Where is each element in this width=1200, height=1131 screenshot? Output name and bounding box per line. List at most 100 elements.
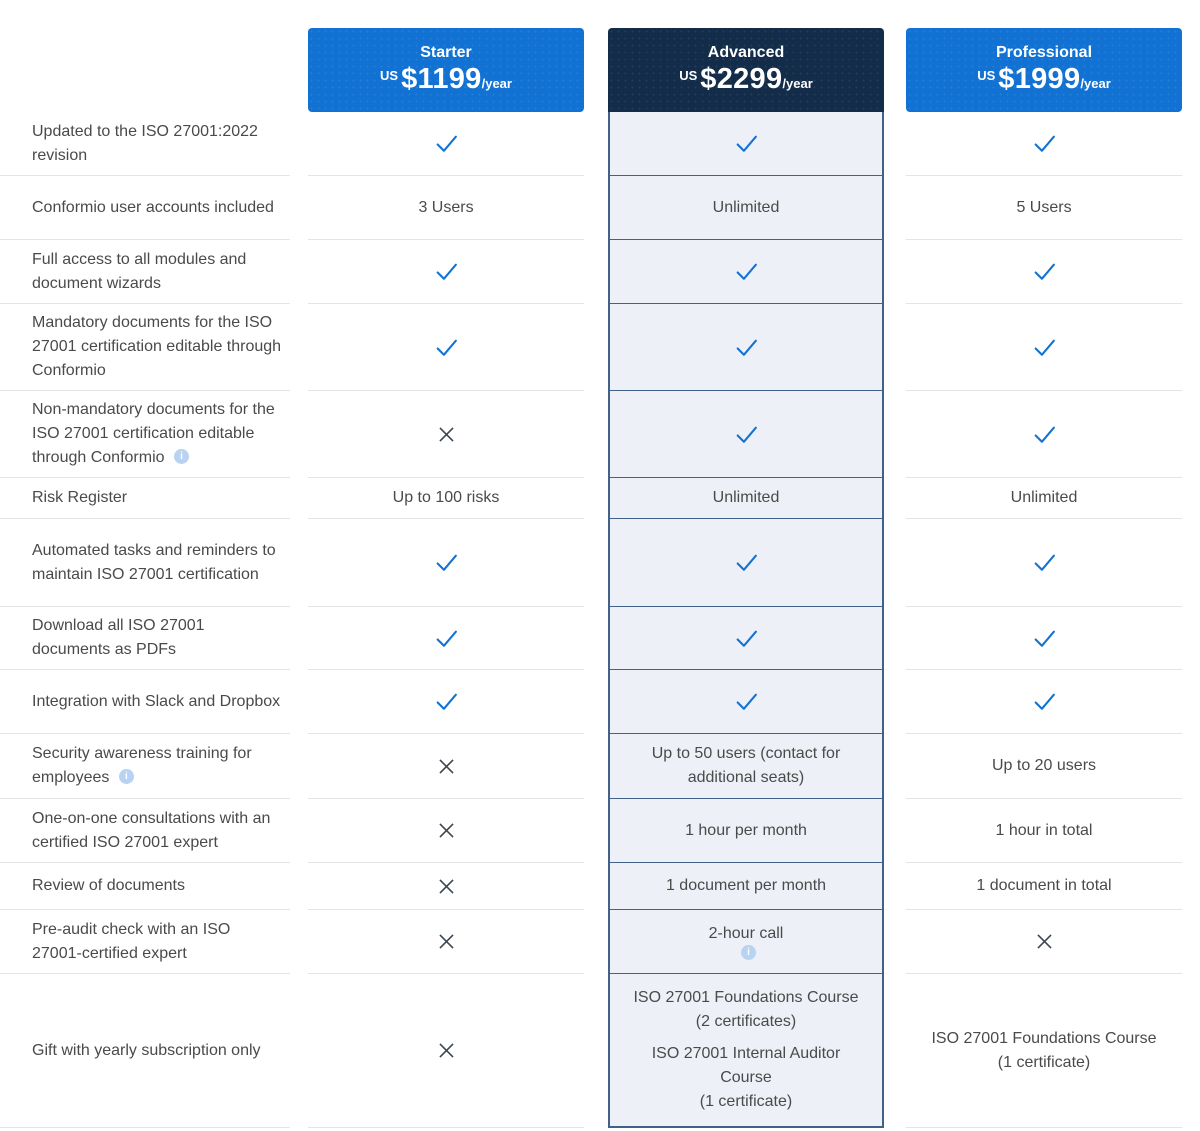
plan-cell-professional [906, 304, 1182, 391]
cross-icon [438, 934, 454, 949]
price-period: /year [1080, 76, 1111, 91]
check-icon [436, 630, 457, 647]
plan-cell-professional: Up to 20 users [906, 734, 1182, 799]
currency-prefix: US [679, 68, 698, 83]
feature-row: Security awareness training for employee… [0, 734, 1200, 799]
cell-value: 1 document per month [665, 877, 827, 894]
price-amount: $2299 [700, 63, 783, 95]
plan-cell-professional [906, 391, 1182, 478]
plan-cell-advanced: 1 hour per month [608, 799, 884, 863]
feature-row: Full access to all modules and document … [0, 240, 1200, 304]
plan-cell-starter: 3 Users [308, 176, 584, 240]
feature-row: Conformio user accounts included 3 Users U… [0, 176, 1200, 240]
check-icon [436, 339, 457, 356]
plan-cell-professional: 1 document in total [906, 863, 1182, 910]
feature-label: Review of documents [0, 863, 290, 910]
cell-value: 1 document in total [976, 877, 1112, 894]
feature-row: Mandatory documents for the ISO 27001 ce… [0, 304, 1200, 391]
plan-name: Starter [420, 44, 472, 61]
plan-cell-professional: 1 hour in total [906, 799, 1182, 863]
check-icon [436, 554, 457, 571]
plan-price: US $2299 /year [679, 63, 813, 96]
check-icon [736, 693, 757, 710]
plan-cell-advanced: 2-hour call i [608, 910, 884, 974]
plan-cell-professional: ISO 27001 Foundations Course (1 certific… [906, 974, 1182, 1128]
plan-cell-starter [308, 519, 584, 607]
cell-value: 5 Users [1016, 198, 1072, 216]
feature-row: Updated to the ISO 27001:2022 revision [0, 112, 1200, 176]
feature-row: Automated tasks and reminders to maintai… [0, 519, 1200, 607]
plan-cell-starter [308, 910, 584, 974]
cell-value: Unlimited [712, 489, 780, 506]
cross-icon [438, 878, 454, 894]
plan-cell-professional [906, 240, 1182, 304]
feature-label: Download all ISO 27001 documents as PDFs [0, 607, 290, 670]
plan-cell-advanced [608, 607, 884, 670]
plan-header-starter: Starter US $1199 /year [308, 28, 584, 112]
check-icon [1034, 426, 1055, 443]
plan-name: Advanced [707, 44, 785, 61]
feature-row: One-on-one consultations with an certifi… [0, 799, 1200, 863]
check-icon [436, 135, 457, 152]
plan-cell-starter [308, 240, 584, 304]
currency-prefix: US [977, 68, 996, 83]
header-spacer [0, 28, 308, 112]
check-icon [736, 630, 757, 647]
feature-label: Automated tasks and reminders to maintai… [0, 519, 290, 607]
plan-cell-starter [308, 670, 584, 734]
info-icon[interactable]: i [118, 769, 134, 785]
feature-label: Pre-audit check with an ISO 27001-certif… [0, 910, 290, 974]
cell-value: 2-hour call [708, 925, 784, 942]
plan-cell-starter [308, 391, 584, 478]
check-icon [1034, 135, 1055, 152]
feature-row: Review of documents 1 document per month 1… [0, 863, 1200, 910]
plan-cell-starter [308, 607, 584, 670]
feature-label: Integration with Slack and Dropbox [0, 670, 290, 734]
plan-header-advanced: Advanced US $2299 /year [608, 28, 884, 112]
plan-cell-professional: 5 Users [906, 176, 1182, 240]
info-icon[interactable]: i [741, 945, 756, 960]
feature-row: Non-mandatory documents for the ISO 2700… [0, 391, 1200, 478]
plan-cell-professional [906, 670, 1182, 734]
plan-cell-starter [308, 863, 584, 910]
plan-cell-advanced [608, 670, 884, 734]
plan-cell-starter: Up to 100 risks [308, 478, 584, 519]
plan-cell-starter [308, 734, 584, 799]
feature-label: One-on-one consultations with an certifi… [0, 799, 290, 863]
cell-value: Up to 50 users (contact for additional s… [651, 745, 841, 786]
cross-icon [438, 823, 454, 838]
cell-value: Up to 20 users [991, 757, 1097, 774]
feature-rows: Updated to the ISO 27001:2022 revision Co… [0, 112, 1200, 1128]
price-period: /year [481, 76, 512, 91]
price-period: /year [782, 76, 813, 91]
plan-cell-professional [906, 607, 1182, 670]
cell-value: Unlimited [712, 198, 780, 216]
plan-cell-advanced: Unlimited [608, 176, 884, 240]
cell-value: Unlimited [1010, 489, 1078, 506]
feature-row: Risk Register Up to 100 risks Unlimited Unl… [0, 478, 1200, 519]
plan-cell-advanced: Up to 50 users (contact for additional s… [608, 734, 884, 799]
cell-value: ISO 27001 Foundations Course (1 certific… [931, 1029, 1157, 1071]
check-icon [1034, 554, 1055, 571]
plan-header-row: Starter US $1199 /year Advanced US $2299… [0, 28, 1200, 112]
plan-cell-advanced [608, 519, 884, 607]
check-icon [736, 426, 757, 443]
feature-label: Mandatory documents for the ISO 27001 ce… [0, 304, 290, 391]
check-icon [1034, 693, 1055, 710]
feature-label: Conformio user accounts included [0, 176, 290, 240]
feature-label: Updated to the ISO 27001:2022 revision [0, 112, 290, 176]
check-icon [436, 693, 457, 710]
plan-price: US $1199 /year [380, 63, 512, 96]
feature-row: Gift with yearly subscription only ISO 27… [0, 974, 1200, 1128]
plan-price: US $1999 /year [977, 63, 1111, 96]
info-icon[interactable]: i [173, 449, 189, 465]
plan-cell-professional [906, 112, 1182, 176]
plan-cell-starter [308, 304, 584, 391]
feature-row: Pre-audit check with an ISO 27001-certif… [0, 910, 1200, 974]
check-icon [1034, 263, 1055, 280]
plan-cell-professional: Unlimited [906, 478, 1182, 519]
plan-cell-starter [308, 799, 584, 863]
cell-value: 1 hour per month [685, 821, 807, 839]
feature-label: Full access to all modules and document … [0, 240, 290, 304]
